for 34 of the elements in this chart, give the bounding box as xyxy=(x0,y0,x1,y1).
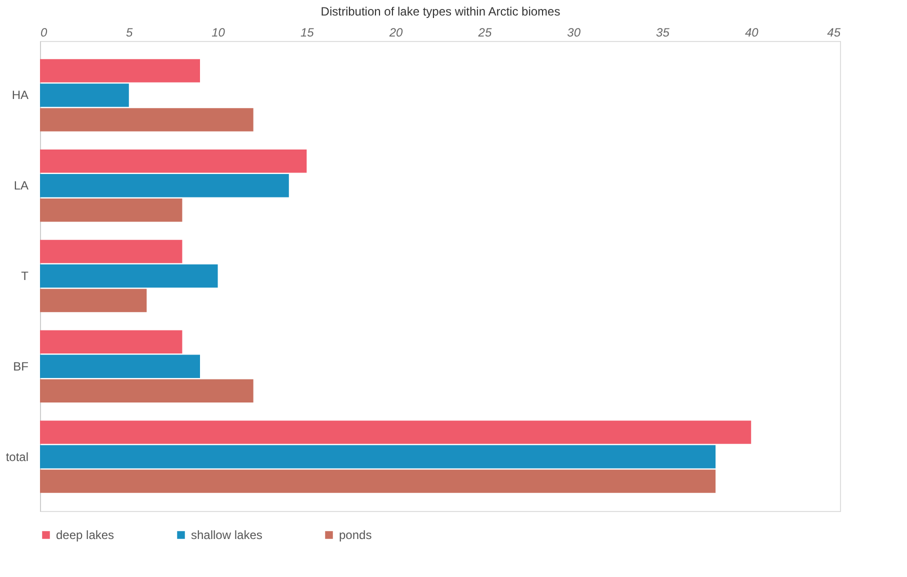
legend-label: ponds xyxy=(339,528,372,542)
x-tick-label: 40 xyxy=(744,26,759,40)
bar xyxy=(40,420,752,444)
bar xyxy=(40,379,254,403)
bar xyxy=(40,198,182,222)
bar xyxy=(40,354,200,378)
y-tick-label: T xyxy=(21,269,30,283)
bar xyxy=(40,445,716,468)
bar xyxy=(40,330,182,354)
legend-label: shallow lakes xyxy=(191,528,262,542)
y-tick-label: HA xyxy=(12,88,28,102)
x-axis-title: Distribution of lake types within Arctic biomes xyxy=(320,4,560,18)
x-tick-label: 15 xyxy=(300,26,314,40)
bar xyxy=(40,264,218,288)
x-tick-label: 20 xyxy=(388,26,404,40)
x-tick-label: 0 xyxy=(40,26,48,40)
bar xyxy=(40,149,307,173)
legend-label: deep lakes xyxy=(56,528,114,542)
bar xyxy=(40,470,716,493)
bar xyxy=(40,108,254,132)
bar xyxy=(40,240,182,264)
bar xyxy=(40,174,289,198)
x-tick-label: 5 xyxy=(126,26,134,40)
bar xyxy=(40,288,147,312)
x-tick-label: 25 xyxy=(477,26,492,40)
x-tick-label: 10 xyxy=(212,26,226,40)
y-tick-label: LA xyxy=(14,178,28,193)
y-tick-label: BF xyxy=(13,359,28,374)
bar xyxy=(40,84,129,107)
bar xyxy=(40,59,200,82)
y-tick-label: total xyxy=(6,450,28,464)
x-tick-label: 45 xyxy=(827,26,841,40)
x-tick-label: 30 xyxy=(567,26,581,40)
x-tick-label: 35 xyxy=(656,26,670,40)
